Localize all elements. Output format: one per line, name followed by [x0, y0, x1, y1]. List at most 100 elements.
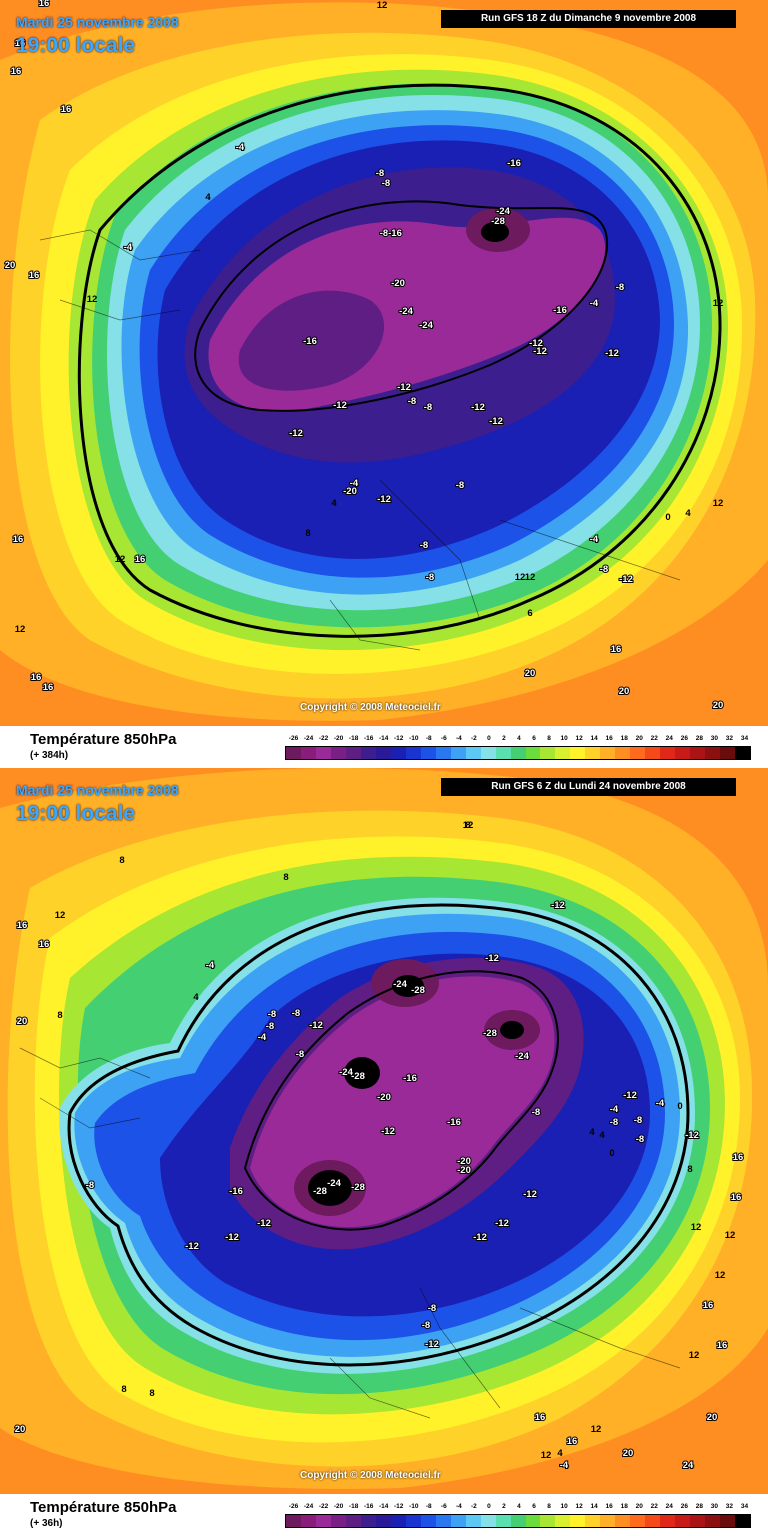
isotherm-label: -8 — [266, 1021, 274, 1032]
scale-swatch — [630, 747, 646, 759]
scale-tick-label: -24 — [303, 1503, 314, 1510]
isotherm-label: -28 — [351, 1071, 365, 1082]
scale-swatch — [540, 747, 556, 759]
scale-tick-label: 30 — [710, 735, 718, 742]
isotherm-label: -8 — [296, 1049, 304, 1060]
scale-tick-label: -16 — [363, 1503, 374, 1510]
isotherm-label: 16 — [17, 920, 28, 931]
scale-tick-label: 26 — [680, 735, 688, 742]
isotherm-label: 12 — [689, 1350, 700, 1361]
scale-tick-label: 16 — [605, 1503, 613, 1510]
isotherm-label: 16 — [39, 0, 50, 9]
scale-swatch — [420, 747, 436, 759]
scale-tick-label: 6 — [532, 735, 536, 742]
scale-swatch — [390, 747, 406, 759]
scale-swatch — [525, 1515, 541, 1527]
isotherm-minus20 — [243, 970, 559, 1231]
scale-swatch — [420, 1515, 436, 1527]
isotherm-label: 16 — [11, 66, 22, 77]
scale-tick-label: 30 — [710, 1503, 718, 1510]
isotherm-label: -24 — [399, 306, 413, 317]
scale-swatch — [540, 1515, 556, 1527]
scale-swatch — [360, 747, 376, 759]
forecast-lead: (+ 36h) — [30, 1518, 63, 1529]
isotherm-label: -12 — [605, 348, 619, 359]
scale-tick-label: -12 — [394, 735, 404, 742]
isotherm-label: -20 — [377, 1092, 391, 1103]
isotherm-label: -12 — [309, 1020, 323, 1031]
isotherm-label: -12 — [685, 1130, 699, 1141]
isotherm-label: 0 — [609, 1148, 614, 1159]
scale-tick-label: 28 — [695, 1503, 703, 1510]
isotherm-label: 12 — [691, 1222, 702, 1233]
scale-tick-label: 4 — [517, 1503, 521, 1510]
scale-swatch — [675, 1515, 691, 1527]
isotherm-label: -8 — [408, 396, 416, 407]
scale-tick-label: 28 — [695, 735, 703, 742]
isotherm-label: -20 — [457, 1165, 471, 1176]
scale-swatch — [510, 747, 526, 759]
isotherm-label: -8 — [424, 402, 432, 413]
isotherm-label: 4 — [205, 192, 211, 203]
isotherm-label: -8 — [268, 1009, 276, 1020]
isotherm-value-labels: 1288121616208-44-8-8-8-12-4-8-12-24-28-1… — [14, 820, 745, 1472]
isotherm-label: -8 — [86, 1180, 94, 1191]
scale-swatch — [286, 747, 301, 759]
isotherm-label: 24 — [683, 1460, 694, 1471]
isotherm-label: 12 — [525, 572, 536, 583]
isotherm-label: -12 — [619, 574, 633, 585]
scale-tick-labels: -26 -24 -22 -20 -18 -16 -14 -12 -10 -8 -6 -4 -2 0 2 4 6 8… — [285, 735, 751, 745]
color-scale — [285, 1514, 751, 1528]
scale-tick-label: 14 — [590, 735, 598, 742]
isotherm-label: -4 — [656, 1098, 665, 1109]
scale-swatch — [450, 747, 466, 759]
map-panel-top: 16 16 12 16 16 -4 4 -4 20 16 12 -8 -8 -16 -24 -28 -8 -16-… — [0, 0, 768, 761]
isotherm-label: -4 — [350, 478, 359, 489]
scale-swatch — [286, 1515, 301, 1527]
isotherm-label: -12 — [529, 338, 543, 349]
isotherm-label: 12 — [541, 1450, 552, 1461]
scale-tick-labels: -26 -24 -22 -20 -18 -16 -14 -12 -10 -8 -6 -4 -2 0 2 4 6 8… — [285, 1503, 751, 1513]
isotherm-label: -20 — [343, 486, 357, 497]
temperature-map: 16 16 12 16 16 -4 4 -4 20 16 12 -8 -8 -16 -24 -28 -8 -16-… — [0, 0, 768, 726]
scale-tick-label: 0 — [487, 1503, 491, 1510]
scale-tick-label: -22 — [318, 1503, 329, 1510]
color-scale — [285, 746, 751, 760]
forecast-lead: (+ 384h) — [30, 750, 69, 761]
isotherm-label: 20 — [5, 260, 16, 271]
scale-swatch — [315, 747, 331, 759]
scale-swatch — [705, 1515, 721, 1527]
isotherm-label: 8 — [57, 1010, 62, 1021]
scale-tick-label: 12 — [575, 1503, 583, 1510]
isotherm-label: 4 — [331, 498, 337, 509]
isotherm-label: 8 — [119, 855, 124, 866]
isotherm-label: 4 — [557, 1448, 563, 1459]
isotherm-label: -12 — [473, 1232, 487, 1243]
isotherm-label: -12 — [471, 402, 485, 413]
isotherm-label: -12 — [377, 494, 391, 505]
scale-swatch — [495, 747, 511, 759]
isotherm-label: -12 — [623, 1090, 637, 1101]
scale-tick-label: 8 — [547, 735, 551, 742]
scale-swatch — [405, 1515, 421, 1527]
variable-title: Température 850hPa — [30, 731, 177, 748]
isotherm-label: 20 — [15, 1424, 26, 1435]
scale-swatch — [375, 747, 391, 759]
core-minus28-southwest — [308, 1170, 352, 1206]
isotherm-label: 4 — [193, 992, 199, 1003]
valid-time: 19:00 locale — [16, 34, 136, 57]
scale-swatch — [570, 1515, 586, 1527]
scale-tick-label: 8 — [547, 1503, 551, 1510]
scale-swatch — [345, 747, 361, 759]
scale-swatch — [615, 747, 631, 759]
scale-swatch — [465, 747, 481, 759]
isotherm-label: 12 — [55, 910, 66, 921]
scale-tick-label: -10 — [409, 1503, 419, 1510]
isotherm-label: 16 — [733, 1152, 744, 1163]
scale-tick-label: 18 — [620, 1503, 628, 1510]
scale-swatch — [510, 1515, 526, 1527]
scale-swatch — [735, 747, 751, 759]
variable-title: Température 850hPa — [30, 1499, 177, 1516]
